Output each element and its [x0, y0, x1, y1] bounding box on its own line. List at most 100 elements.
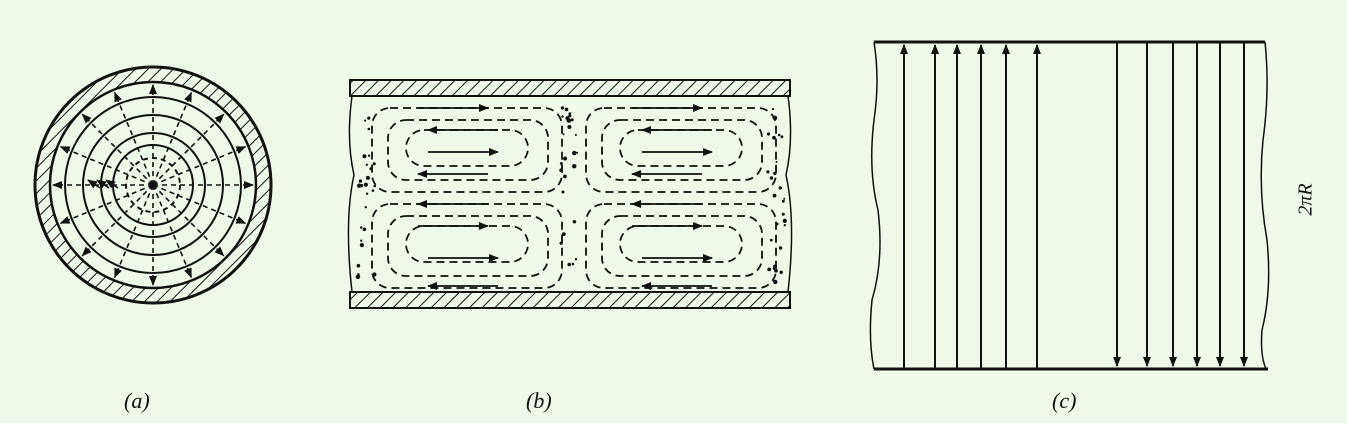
scatter-dot	[369, 167, 373, 171]
scatter-dot	[769, 238, 773, 242]
vortex-loop	[619, 129, 743, 167]
radial-arrow	[81, 184, 154, 257]
radial-arrow	[113, 184, 154, 279]
vortex-loops	[371, 104, 777, 290]
right-break-line	[785, 95, 793, 293]
scatter-dot	[773, 279, 778, 285]
vortex-loop	[601, 119, 763, 181]
scatter-dot	[371, 189, 375, 192]
caption-b: (b)	[526, 388, 552, 413]
vortex-loop	[405, 225, 529, 263]
radial-arrow	[59, 145, 154, 186]
vortex-loop	[405, 129, 529, 167]
scatter-dot	[772, 135, 776, 140]
scatter-dot	[782, 218, 787, 223]
scatter-dot	[772, 266, 777, 271]
scatter-dot	[780, 135, 784, 139]
radial-arrow	[152, 145, 247, 186]
small-arrow	[105, 179, 119, 189]
scatter-dot	[559, 168, 563, 172]
vortex-loop	[619, 225, 743, 263]
panel-c-unrolled-surface	[869, 40, 1270, 371]
caption-c: (c)	[1052, 388, 1077, 413]
scatter-dot	[766, 132, 771, 136]
scatter-dot	[773, 171, 777, 176]
radial-arrow	[152, 91, 193, 186]
scatter-dot	[572, 220, 576, 223]
scatter-dot	[567, 262, 571, 267]
scatter-dot	[372, 162, 376, 166]
scatter-dot	[778, 186, 782, 190]
scatter-dot	[766, 170, 770, 174]
scatter-dot	[767, 267, 772, 272]
scatter-dot	[358, 179, 363, 183]
scatter-dot	[777, 133, 781, 137]
scatter-dot	[565, 116, 570, 121]
scatter-dot	[781, 199, 785, 203]
scatter-dot	[360, 226, 363, 229]
scatter-dot	[775, 160, 778, 163]
scatter-dot	[365, 163, 368, 166]
left-break-edge	[869, 41, 881, 370]
vortex-loop	[387, 119, 549, 181]
bottom-wall-hatched	[349, 291, 791, 309]
scatter-dot	[364, 119, 367, 122]
scatter-dot	[570, 118, 574, 122]
radial-arrow	[152, 184, 193, 279]
radial-arrow	[113, 91, 154, 186]
upward-arrows	[900, 44, 1041, 369]
downward-arrows	[1113, 42, 1248, 367]
radial-arrow	[81, 113, 154, 186]
radial-arrow	[152, 184, 247, 225]
scatter-dot	[779, 270, 783, 274]
scatter-dot	[561, 232, 566, 237]
scatter-dot	[372, 272, 377, 277]
scatter-dot	[783, 197, 786, 200]
scatter-dot	[373, 184, 377, 188]
scatter-dot	[355, 274, 361, 280]
scatter-dot	[775, 222, 779, 226]
panel-b-longitudinal-section	[347, 79, 793, 309]
scatter-marks	[355, 106, 787, 285]
scatter-dot	[778, 246, 783, 250]
radial-arrows	[52, 84, 254, 286]
scatter-dot	[367, 154, 371, 157]
scatter-dot	[568, 112, 572, 115]
circumference-label: 2πR	[1294, 183, 1317, 216]
scatter-dot	[360, 239, 363, 242]
scatter-dot	[357, 273, 360, 276]
scatter-dot	[771, 108, 775, 111]
scatter-dot	[362, 227, 367, 232]
scatter-dot	[772, 115, 778, 121]
top-wall-hatched	[349, 79, 791, 97]
scatter-dot	[567, 125, 572, 129]
scatter-dot	[365, 175, 370, 180]
scatter-dot	[560, 106, 565, 110]
scatter-dot	[572, 164, 577, 169]
scatter-dot	[362, 154, 367, 159]
scatter-dot	[364, 206, 367, 209]
scatter-dot	[365, 192, 369, 195]
scatter-dot	[574, 134, 577, 136]
scatter-dot	[769, 176, 774, 180]
flow-ring	[82, 114, 224, 256]
scatter-dot	[568, 114, 572, 118]
scatter-dot	[359, 243, 364, 248]
caption-a: (a)	[124, 388, 150, 413]
scatter-dot	[572, 150, 577, 156]
radial-arrow	[152, 113, 225, 186]
scatter-dot	[356, 263, 361, 268]
right-break-edge	[1260, 41, 1270, 370]
scatter-dot	[367, 127, 371, 131]
scatter-dot	[564, 107, 569, 112]
scatter-dot	[576, 151, 579, 154]
scatter-dot	[559, 162, 563, 165]
vortex-loop	[601, 215, 763, 277]
scatter-dot	[781, 212, 785, 216]
flow-ring	[64, 96, 242, 274]
scatter-dot	[363, 183, 367, 187]
panel-a-cross-section	[33, 65, 273, 305]
scatter-dot	[772, 193, 777, 198]
